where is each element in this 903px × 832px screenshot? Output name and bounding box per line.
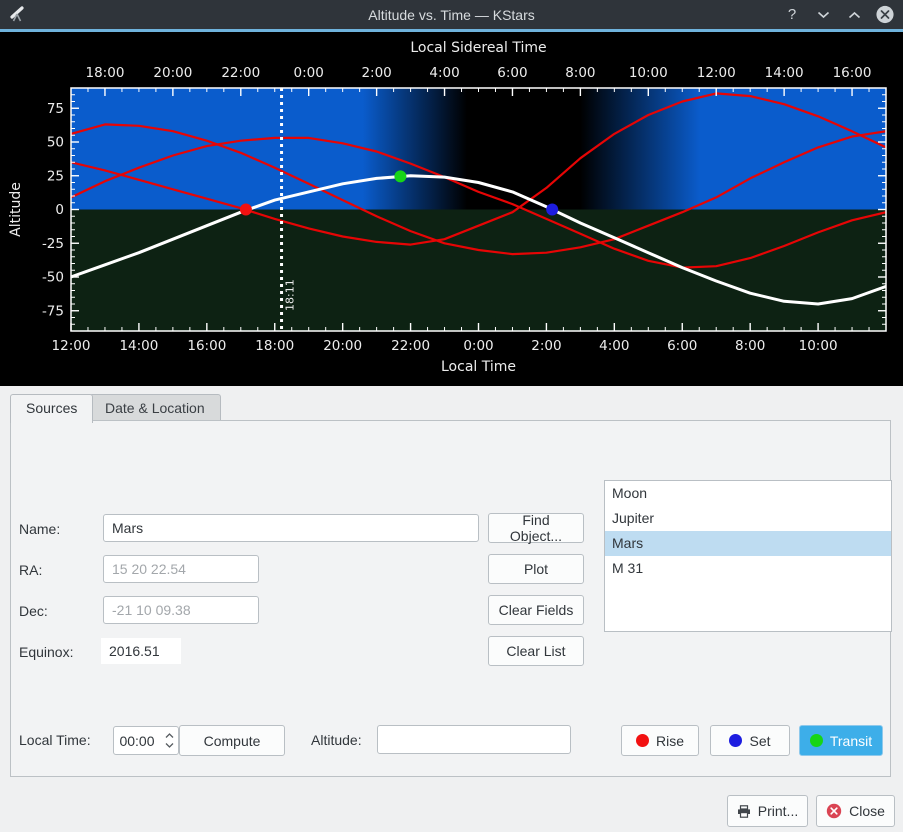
svg-text:8:00: 8:00 bbox=[735, 338, 765, 354]
print-button-label: Print... bbox=[757, 803, 799, 819]
name-input[interactable]: Mars bbox=[103, 514, 479, 542]
svg-text:Local Sidereal Time: Local Sidereal Time bbox=[410, 40, 546, 56]
altitude-input[interactable] bbox=[377, 725, 571, 754]
svg-text:14:00: 14:00 bbox=[765, 65, 804, 81]
find-object-button[interactable]: Find Object... bbox=[488, 512, 584, 544]
window-accent-line bbox=[0, 29, 903, 32]
dec-input[interactable]: -21 10 09.38 bbox=[103, 596, 259, 624]
list-item[interactable]: Mars bbox=[605, 531, 891, 556]
svg-text:Local Time: Local Time bbox=[441, 359, 516, 375]
ra-label: RA: bbox=[19, 562, 43, 578]
svg-text:8:00: 8:00 bbox=[565, 65, 595, 81]
svg-text:6:00: 6:00 bbox=[497, 65, 527, 81]
spinner-up-icon[interactable] bbox=[165, 733, 174, 739]
printer-icon bbox=[737, 804, 750, 818]
svg-text:-50: -50 bbox=[42, 270, 64, 286]
svg-text:4:00: 4:00 bbox=[429, 65, 459, 81]
svg-text:20:00: 20:00 bbox=[323, 338, 362, 354]
svg-text:0:00: 0:00 bbox=[294, 65, 324, 81]
svg-text:2:00: 2:00 bbox=[531, 338, 561, 354]
equinox-input[interactable]: 2016.51 bbox=[101, 638, 181, 664]
svg-text:75: 75 bbox=[47, 101, 64, 117]
window-title: Altitude vs. Time — KStars bbox=[368, 6, 535, 23]
transit-button[interactable]: Transit bbox=[799, 725, 883, 756]
svg-text:25: 25 bbox=[47, 168, 64, 184]
svg-text:6:00: 6:00 bbox=[667, 338, 697, 354]
svg-text:18:00: 18:00 bbox=[255, 338, 294, 354]
spinner-down-icon[interactable] bbox=[165, 742, 174, 748]
svg-text:10:00: 10:00 bbox=[799, 338, 838, 354]
compute-button[interactable]: Compute bbox=[179, 725, 285, 756]
local-time-value: 00:00 bbox=[119, 732, 155, 749]
close-window-icon[interactable] bbox=[875, 5, 895, 25]
local-time-label: Local Time: bbox=[19, 732, 91, 748]
set-button[interactable]: Set bbox=[710, 725, 790, 756]
svg-text:0:00: 0:00 bbox=[463, 338, 493, 354]
svg-text:18:00: 18:00 bbox=[86, 65, 125, 81]
svg-text:16:00: 16:00 bbox=[833, 65, 872, 81]
print-button[interactable]: Print... bbox=[727, 795, 808, 827]
list-item[interactable]: Jupiter bbox=[612, 510, 655, 526]
svg-text:-25: -25 bbox=[42, 236, 64, 252]
svg-text:50: 50 bbox=[47, 135, 64, 151]
minimize-icon[interactable] bbox=[813, 5, 833, 25]
sources-tab-panel: Name: Mars RA: 15 20 22.54 Dec: -21 10 0… bbox=[10, 420, 892, 777]
dec-label: Dec: bbox=[19, 603, 48, 619]
list-item[interactable]: Moon bbox=[612, 485, 648, 501]
altitude-plot: 18:11 18:00 20:00 22:00 0:00 2:00 4:00 6:00 8:00… bbox=[0, 32, 903, 386]
equinox-label: Equinox: bbox=[19, 644, 74, 660]
svg-text:12:00: 12:00 bbox=[52, 338, 91, 354]
svg-text:22:00: 22:00 bbox=[391, 338, 430, 354]
rise-button-label: Rise bbox=[655, 732, 684, 749]
set-button-label: Set bbox=[749, 732, 771, 749]
close-button[interactable]: Close bbox=[816, 795, 895, 827]
svg-text:2:00: 2:00 bbox=[361, 65, 391, 81]
close-icon bbox=[826, 803, 842, 819]
svg-text:10:00: 10:00 bbox=[629, 65, 668, 81]
svg-text:16:00: 16:00 bbox=[187, 338, 226, 354]
ra-input[interactable]: 15 20 22.54 bbox=[103, 555, 259, 583]
local-time-spinner[interactable]: 00:00 bbox=[113, 726, 179, 755]
set-dot-icon bbox=[729, 734, 743, 747]
svg-text:18:11: 18:11 bbox=[284, 279, 297, 311]
maximize-icon[interactable] bbox=[844, 5, 864, 25]
svg-text:-75: -75 bbox=[42, 303, 64, 319]
tab-sources[interactable]: Sources bbox=[10, 394, 94, 423]
altitude-chart: 18:11 18:00 20:00 22:00 0:00 2:00 4:00 6:00 8:00… bbox=[8, 40, 887, 375]
name-label: Name: bbox=[19, 521, 61, 537]
plot-button[interactable]: Plot bbox=[488, 554, 584, 584]
object-list[interactable]: Moon Jupiter Mars M 31 bbox=[604, 480, 892, 632]
svg-text:0: 0 bbox=[55, 202, 64, 218]
transit-dot-icon bbox=[809, 734, 823, 747]
titlebar[interactable]: Altitude vs. Time — KStars ? bbox=[0, 0, 903, 29]
clear-fields-button[interactable]: Clear Fields bbox=[488, 595, 584, 625]
svg-text:14:00: 14:00 bbox=[119, 338, 158, 354]
svg-text:22:00: 22:00 bbox=[221, 65, 260, 81]
rise-button[interactable]: Rise bbox=[621, 725, 699, 756]
svg-text:Altitude: Altitude bbox=[8, 182, 24, 237]
kstars-app-icon bbox=[9, 5, 26, 25]
svg-text:20:00: 20:00 bbox=[153, 65, 192, 81]
rise-dot-icon bbox=[635, 734, 649, 747]
tab-date-location[interactable]: Date & Location bbox=[89, 394, 221, 421]
clear-list-button[interactable]: Clear List bbox=[488, 636, 584, 666]
help-icon[interactable]: ? bbox=[787, 6, 797, 23]
svg-text:4:00: 4:00 bbox=[599, 338, 629, 354]
list-item[interactable]: M 31 bbox=[612, 560, 644, 576]
dialog-body: Sources Date & Location Name: Mars RA: 1… bbox=[0, 386, 903, 832]
close-button-label: Close bbox=[849, 803, 885, 819]
transit-button-label: Transit bbox=[829, 732, 873, 749]
svg-text:12:00: 12:00 bbox=[697, 65, 736, 81]
altitude-label: Altitude: bbox=[311, 732, 362, 748]
